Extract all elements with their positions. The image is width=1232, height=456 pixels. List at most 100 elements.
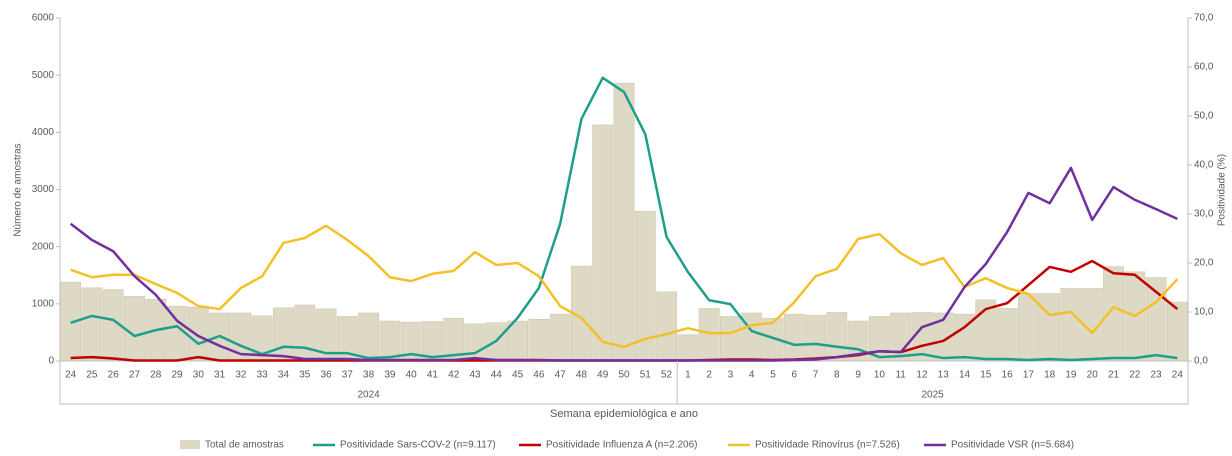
bar: [996, 308, 1018, 362]
line-series: [69, 166, 1178, 362]
x-tick-label: 37: [342, 370, 354, 381]
y-tick-label: 1000: [32, 298, 55, 309]
bar: [805, 315, 826, 362]
y2-tick-label: 60,0: [1194, 62, 1214, 73]
x-group-label: 2025: [921, 390, 944, 401]
y-tick-label: 0: [48, 356, 54, 367]
bar: [656, 291, 677, 362]
x-tick-label: 31: [214, 370, 226, 381]
bar: [613, 82, 635, 362]
bar: [358, 312, 379, 362]
bar: [294, 304, 316, 362]
bar: [677, 334, 699, 362]
x-tick-label: 51: [640, 370, 652, 381]
x-tick-label: 2: [706, 370, 712, 381]
x-tick-label: 28: [150, 370, 162, 381]
legend-label: Positividade VSR (n=5.684): [951, 440, 1074, 451]
x-tick-label: 32: [235, 370, 247, 381]
x-tick-label: 30: [193, 370, 205, 381]
line-series: [70, 76, 1178, 362]
x-tick-label: 4: [749, 370, 755, 381]
x-tick-label: 41: [427, 370, 439, 381]
y-tick-label: 6000: [32, 13, 55, 24]
x-tick-label: 42: [448, 370, 460, 381]
y2-axis-title: Positividade (%): [1217, 154, 1228, 226]
x-tick-label: 22: [1129, 370, 1141, 381]
bar: [1145, 277, 1167, 362]
x-tick-label: 19: [1065, 370, 1077, 381]
bar: [720, 316, 741, 362]
x-axis-title: Semana epidemiológica e ano: [550, 408, 698, 420]
x-tick-label: 36: [320, 370, 332, 381]
x-tick-label: 29: [171, 370, 183, 381]
bar: [549, 313, 571, 362]
y2-tick-label: 40,0: [1194, 160, 1214, 171]
x-tick-label: 7: [813, 370, 819, 381]
bar: [187, 307, 209, 362]
bar: [124, 296, 145, 362]
x-tick-label: 21: [1108, 370, 1120, 381]
x-tick-label: 44: [491, 370, 503, 381]
x-tick-label: 27: [129, 370, 141, 381]
x-tick-label: 40: [406, 370, 418, 381]
legend-label: Positividade Sars-COV-2 (n=9.117): [340, 440, 496, 451]
x-tick-label: 15: [980, 370, 992, 381]
y2-tick-label: 0,0: [1194, 356, 1208, 367]
legend-label: Total de amostras: [205, 440, 284, 451]
x-tick-label: 17: [1023, 370, 1035, 381]
y-axis-title: Número de amostras: [13, 143, 24, 236]
x-tick-label: 46: [533, 370, 545, 381]
x-tick-label: 1: [685, 370, 691, 381]
x-tick-label: 18: [1044, 370, 1056, 381]
bar: [1017, 293, 1039, 362]
bar: [1060, 288, 1082, 362]
bar: [698, 308, 720, 362]
y-tick-label: 5000: [32, 70, 55, 81]
x-tick-label: 24: [1172, 370, 1184, 381]
x-tick-label: 3: [728, 370, 734, 381]
bar: [1166, 301, 1188, 362]
bar: [464, 323, 486, 362]
legend-swatch: [180, 440, 200, 449]
bar: [890, 312, 912, 362]
x-tick-label: 25: [86, 370, 98, 381]
line-series: [70, 224, 1179, 349]
y2-tick-label: 10,0: [1194, 307, 1214, 318]
x-tick-label: 26: [108, 370, 120, 381]
x-tick-label: 34: [278, 370, 290, 381]
x-group-label: 2024: [357, 390, 380, 401]
y2-tick-label: 20,0: [1194, 258, 1214, 269]
y2-tick-label: 70,0: [1194, 13, 1214, 24]
x-tick-label: 5: [770, 370, 776, 381]
x-tick-label: 35: [299, 370, 311, 381]
y2-tick-label: 30,0: [1194, 209, 1214, 220]
x-tick-label: 11: [895, 370, 906, 381]
x-tick-label: 16: [1002, 370, 1014, 381]
x-tick-label: 39: [384, 370, 396, 381]
bar: [592, 124, 614, 362]
bar: [273, 307, 294, 362]
bar: [783, 313, 805, 362]
legend-label: Positividade Rinovírus (n=7.526): [755, 440, 900, 451]
x-tick-label: 52: [661, 370, 673, 381]
x-tick-label: 23: [1151, 370, 1163, 381]
x-tick-label: 33: [257, 370, 269, 381]
x-tick-label: 49: [597, 370, 609, 381]
bar: [528, 319, 550, 362]
x-tick-label: 12: [916, 370, 928, 381]
x-tick-label: 13: [938, 370, 950, 381]
x-tick-label: 10: [874, 370, 886, 381]
x-tick-label: 9: [855, 370, 861, 381]
x-tick-label: 38: [363, 370, 375, 381]
y2-tick-label: 50,0: [1194, 111, 1214, 122]
x-tick-label: 6: [791, 370, 797, 381]
x-tick-label: 20: [1087, 370, 1099, 381]
y-tick-label: 3000: [32, 184, 55, 195]
y-tick-label: 2000: [32, 241, 55, 252]
x-tick-label: 14: [959, 370, 971, 381]
x-tick-label: 43: [469, 370, 481, 381]
bar: [1039, 293, 1061, 362]
x-tick-label: 45: [512, 370, 524, 381]
y-tick-label: 4000: [32, 127, 55, 138]
